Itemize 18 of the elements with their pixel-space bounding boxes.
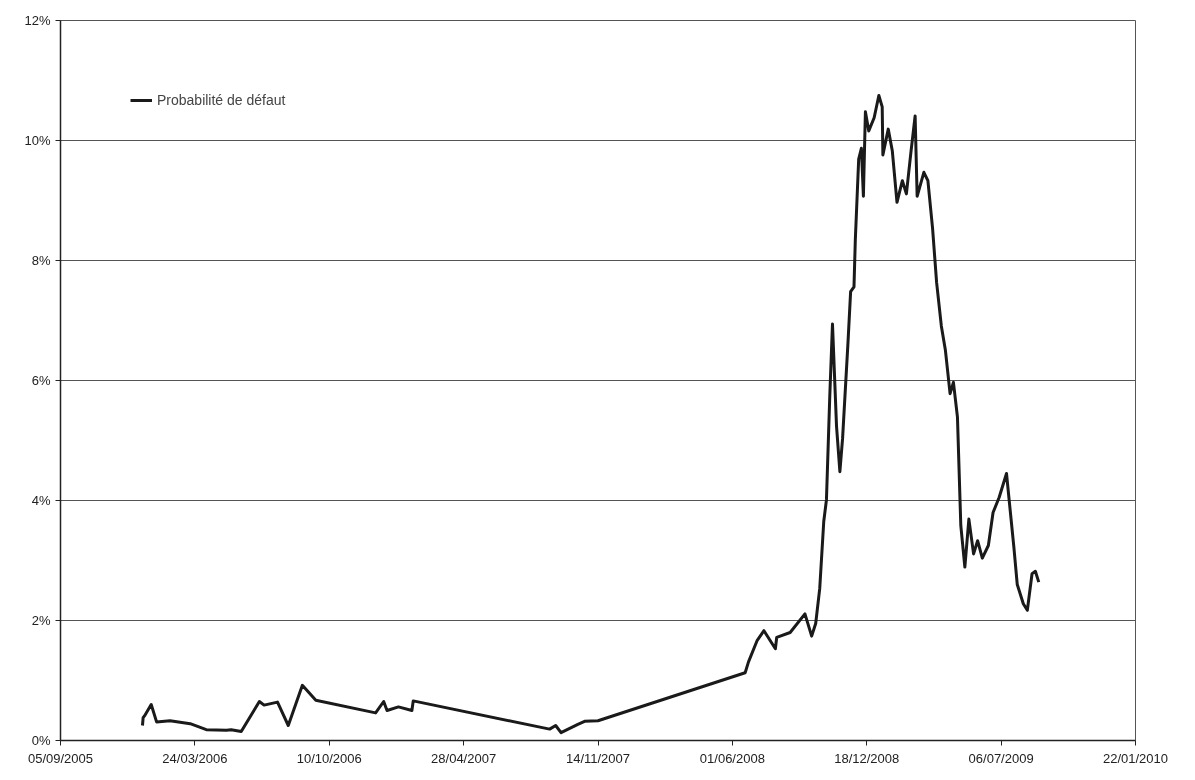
x-tick-label: 05/09/2005 bbox=[27, 750, 94, 766]
y-tick-label: 12% bbox=[24, 13, 51, 28]
x-tick-label: 22/01/2010 bbox=[1102, 750, 1169, 766]
y-tick-label: 6% bbox=[31, 373, 51, 388]
y-tick-label: 2% bbox=[31, 613, 51, 628]
x-tick-label: 24/03/2006 bbox=[162, 750, 228, 766]
x-tick-label: 18/12/2008 bbox=[834, 750, 900, 766]
y-tick-label: 4% bbox=[31, 493, 51, 508]
x-tick-label: 28/04/2007 bbox=[431, 750, 497, 766]
x-tick-label: 01/06/2008 bbox=[699, 750, 765, 766]
x-tick-label: 14/11/2007 bbox=[565, 750, 631, 766]
x-tick-label: 06/07/2009 bbox=[968, 750, 1034, 766]
y-tick-label: 8% bbox=[31, 253, 51, 268]
legend-label: Probabilité de défaut bbox=[157, 92, 286, 108]
y-tick-label: 10% bbox=[24, 133, 51, 148]
x-tick-label: 10/10/2006 bbox=[296, 750, 362, 766]
line-series bbox=[140, 94, 1041, 735]
y-tick-label: 0% bbox=[31, 733, 51, 748]
